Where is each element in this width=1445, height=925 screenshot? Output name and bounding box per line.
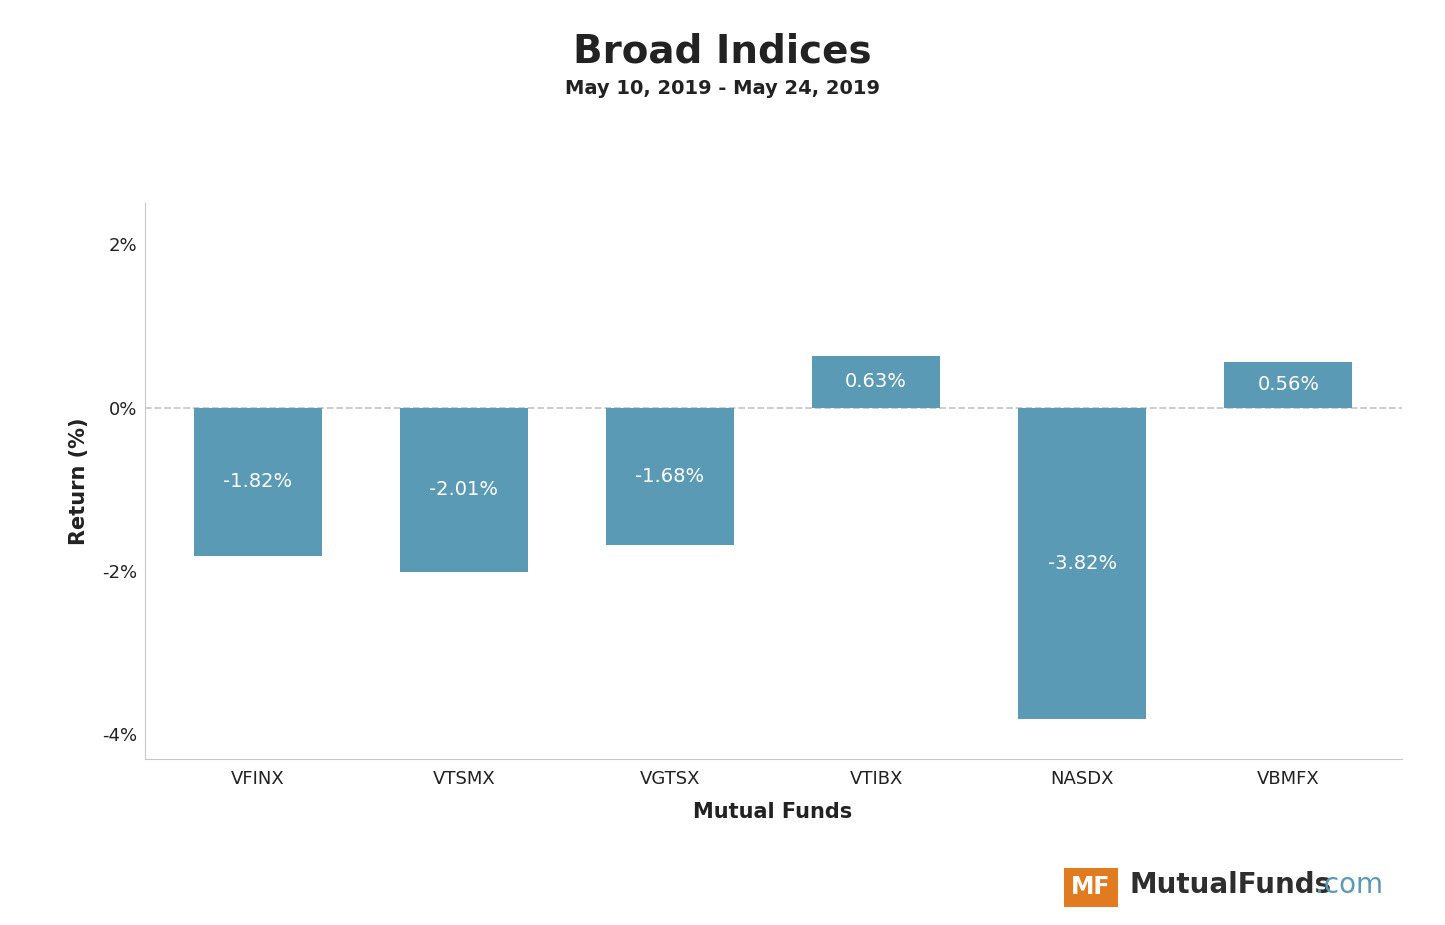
Bar xyxy=(194,408,322,556)
Text: -3.82%: -3.82% xyxy=(1048,554,1117,573)
Text: 0.63%: 0.63% xyxy=(845,373,907,391)
Bar xyxy=(1224,362,1353,408)
Y-axis label: Return (%): Return (%) xyxy=(68,417,88,545)
Text: May 10, 2019 - May 24, 2019: May 10, 2019 - May 24, 2019 xyxy=(565,79,880,98)
Text: -2.01%: -2.01% xyxy=(429,480,499,500)
Bar xyxy=(605,408,734,545)
Text: Broad Indices: Broad Indices xyxy=(574,32,871,70)
Bar xyxy=(400,408,527,572)
Text: 0.56%: 0.56% xyxy=(1257,376,1319,394)
Text: MF: MF xyxy=(1071,875,1111,899)
X-axis label: Mutual Funds: Mutual Funds xyxy=(694,801,853,821)
Text: .com: .com xyxy=(1315,871,1383,899)
Bar xyxy=(1019,408,1146,720)
Bar xyxy=(812,356,941,408)
Legend: 2-Week Return: 2-Week Return xyxy=(556,923,738,925)
Text: MutualFunds: MutualFunds xyxy=(1130,871,1332,899)
Text: -1.68%: -1.68% xyxy=(636,466,705,486)
Text: -1.82%: -1.82% xyxy=(224,473,292,491)
